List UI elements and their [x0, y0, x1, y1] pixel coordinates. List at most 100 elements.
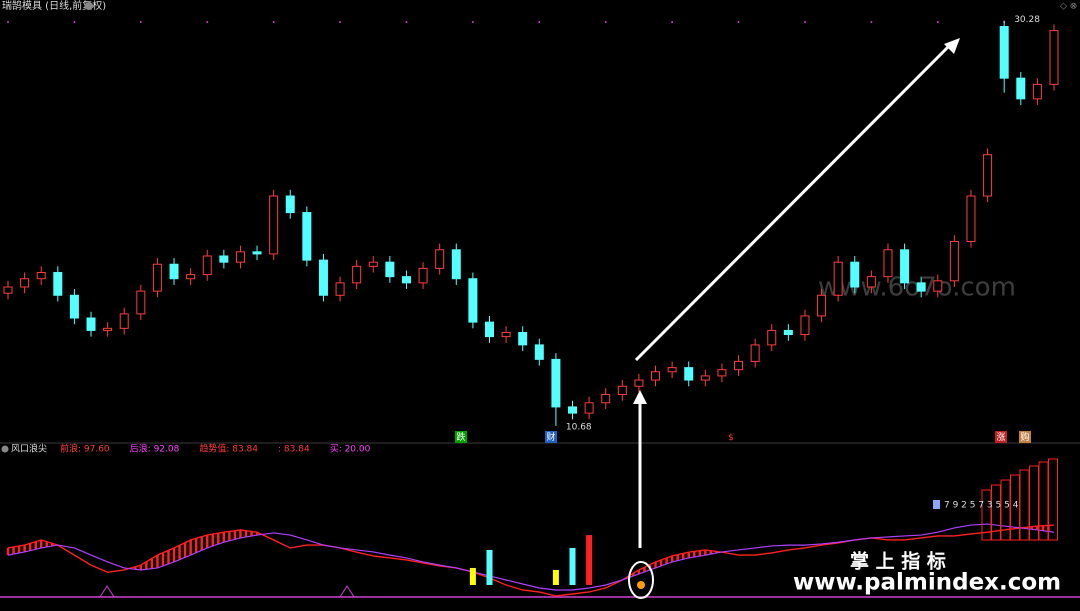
indicator-value: 后浪: 92.08: [130, 443, 180, 455]
indicator-value: : 83.84: [278, 445, 310, 455]
candle-body: [551, 358, 561, 408]
marker: 财: [546, 431, 555, 443]
top-dot: [604, 21, 607, 23]
candle-body: [219, 255, 229, 263]
marker-box: [1019, 431, 1031, 443]
candle-body: [36, 272, 46, 280]
candle-body: [53, 272, 63, 296]
top-dot: [139, 21, 142, 23]
footer-title: 掌 上 指 标: [850, 550, 946, 573]
top-dot: [206, 21, 209, 23]
candle-body: [86, 317, 96, 331]
candle-body: [800, 315, 810, 336]
step-box: [1048, 458, 1058, 541]
candle-body: [484, 321, 494, 338]
candle-body: [1032, 83, 1042, 100]
top-dot: [538, 21, 541, 23]
candle-body: [186, 274, 196, 280]
marker-box: [545, 431, 557, 443]
candle-body: [717, 369, 727, 377]
candle-body: [285, 195, 295, 214]
top-dot: [870, 21, 873, 23]
candle-body: [3, 286, 13, 294]
signal-bar: [552, 569, 559, 585]
candle-body: [252, 251, 262, 255]
candle-body: [700, 375, 710, 381]
top-dot: [936, 21, 939, 23]
indicator-value: 前浪: 97.60: [60, 443, 110, 455]
step-digits: 7 9 2 5 7 3 5 5 4: [944, 501, 1019, 511]
candle-body: [119, 313, 129, 329]
digit-icon: [933, 500, 940, 509]
candle-body: [684, 367, 694, 381]
arrow-head: [944, 38, 960, 54]
candle-body: [750, 344, 760, 362]
candle-body: [900, 249, 910, 284]
candle-body: [385, 261, 395, 278]
top-dot: [471, 21, 474, 23]
window-icons[interactable]: ◇ ⊗: [1060, 2, 1077, 12]
top-dot: [405, 21, 408, 23]
signal-bar: [486, 549, 493, 585]
candle-body: [501, 331, 511, 338]
chart-title: 瑞鹄模具 (日线,前复权): [2, 0, 106, 12]
top-dot: [737, 21, 740, 23]
candle-body: [335, 282, 345, 296]
candle-body: [235, 251, 245, 263]
candle-body: [949, 241, 959, 282]
candle-body: [866, 276, 876, 288]
candle-body: [1016, 77, 1026, 100]
candle-body: [269, 195, 279, 255]
signal-bar: [469, 567, 476, 585]
baseline-peaks: [99, 585, 355, 598]
footer-url: www.palmindex.com: [793, 570, 1061, 596]
candle-body: [435, 249, 445, 269]
low-label: 10.68: [566, 422, 592, 432]
top-dot: [272, 21, 275, 23]
arrow-line: [634, 43, 952, 362]
candle-body: [418, 267, 428, 284]
candle-body: [651, 371, 661, 381]
top-dot: [339, 21, 342, 23]
marker: 购: [1020, 431, 1029, 443]
candle-body: [883, 249, 893, 278]
settings-icon[interactable]: [85, 2, 93, 10]
candle-body: [601, 394, 611, 404]
candle-body: [69, 294, 79, 319]
candle-body: [20, 278, 30, 288]
candle-body: [1049, 30, 1059, 85]
candle-body: [783, 329, 793, 336]
candle-body: [850, 261, 860, 288]
candle-body: [983, 154, 993, 197]
indicator-value: 买: 20.00: [330, 444, 371, 455]
panel-icon[interactable]: [1, 445, 9, 453]
marker-box: [995, 431, 1007, 443]
candle-body: [518, 331, 528, 346]
candle-body: [634, 379, 644, 387]
arrow-head: [633, 390, 647, 404]
candle-body: [152, 263, 162, 292]
candle-body: [584, 402, 594, 414]
candle-body: [916, 282, 926, 292]
marker: $: [728, 433, 734, 443]
indicator-line: [7, 524, 1055, 597]
high-label: 30.28: [1014, 15, 1040, 25]
signal-bar: [586, 535, 593, 585]
candle-body: [302, 212, 312, 261]
candle-body: [169, 263, 179, 280]
signal-bar: [569, 547, 576, 585]
candle-body: [202, 255, 212, 276]
candle-body: [999, 25, 1009, 79]
top-dot: [671, 21, 674, 23]
candle-body: [451, 249, 461, 280]
candle-body: [767, 329, 777, 346]
candle-body: [368, 261, 378, 267]
arrows: [628, 38, 960, 599]
signal-dot: [637, 581, 645, 589]
candle-body: [401, 276, 411, 284]
candle-body: [817, 294, 827, 317]
indicator-value: 趋势值: 83.84: [199, 443, 258, 455]
